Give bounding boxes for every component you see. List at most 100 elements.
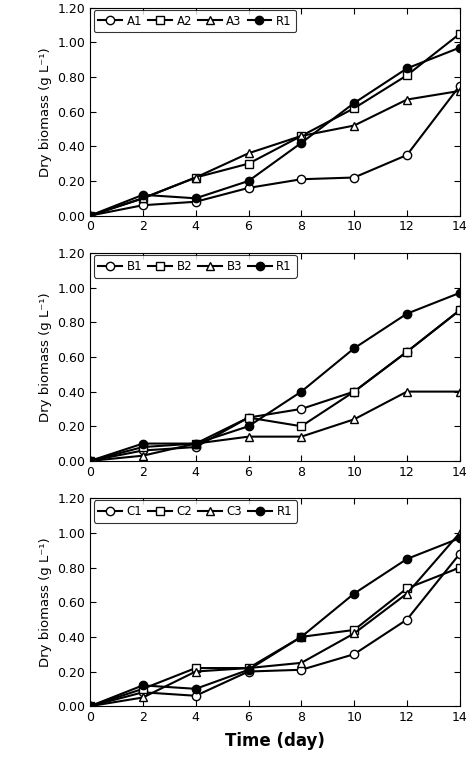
A3 bbox=[351, 121, 357, 130]
Line: R1: R1 bbox=[86, 534, 464, 710]
R1 bbox=[87, 456, 93, 466]
C2 bbox=[299, 632, 304, 642]
R1 bbox=[404, 554, 410, 563]
B3 bbox=[193, 439, 199, 449]
R1 bbox=[457, 288, 463, 297]
C1 bbox=[193, 691, 199, 701]
A3 bbox=[246, 148, 251, 158]
R1 bbox=[87, 702, 93, 711]
A1 bbox=[404, 151, 410, 160]
B1 bbox=[193, 442, 199, 452]
C3 bbox=[246, 663, 251, 673]
B2 bbox=[87, 456, 93, 466]
Line: C2: C2 bbox=[86, 563, 464, 710]
R1 bbox=[246, 176, 251, 185]
A1 bbox=[457, 81, 463, 90]
R1 bbox=[246, 665, 251, 674]
B3 bbox=[299, 432, 304, 442]
C1 bbox=[404, 615, 410, 624]
A2 bbox=[87, 211, 93, 220]
B1 bbox=[299, 404, 304, 414]
R1 bbox=[457, 533, 463, 542]
B1 bbox=[140, 446, 146, 456]
R1 bbox=[351, 589, 357, 598]
Legend: A1, A2, A3, R1: A1, A2, A3, R1 bbox=[94, 10, 296, 33]
A1 bbox=[246, 183, 251, 192]
A3 bbox=[299, 131, 304, 140]
B3 bbox=[404, 387, 410, 397]
A1 bbox=[351, 173, 357, 182]
Legend: C1, C2, C3, R1: C1, C2, C3, R1 bbox=[94, 501, 297, 523]
R1 bbox=[404, 309, 410, 318]
B2 bbox=[404, 347, 410, 356]
A2 bbox=[140, 194, 146, 203]
A3 bbox=[193, 173, 199, 182]
B3 bbox=[351, 414, 357, 424]
R1 bbox=[87, 211, 93, 220]
C3 bbox=[404, 589, 410, 598]
B2 bbox=[193, 439, 199, 449]
C3 bbox=[351, 629, 357, 638]
R1 bbox=[299, 632, 304, 642]
C1 bbox=[351, 650, 357, 659]
R1 bbox=[140, 681, 146, 690]
B2 bbox=[246, 413, 251, 422]
C2 bbox=[246, 663, 251, 673]
R1 bbox=[299, 138, 304, 147]
C1 bbox=[299, 665, 304, 674]
A1 bbox=[87, 211, 93, 220]
R1 bbox=[140, 190, 146, 199]
C2 bbox=[404, 584, 410, 593]
C3 bbox=[299, 658, 304, 667]
C1 bbox=[87, 702, 93, 711]
R1 bbox=[457, 43, 463, 52]
C2 bbox=[193, 663, 199, 673]
Legend: B1, B2, B3, R1: B1, B2, B3, R1 bbox=[94, 255, 297, 278]
Line: A3: A3 bbox=[86, 87, 464, 220]
B2 bbox=[351, 387, 357, 397]
R1 bbox=[193, 684, 199, 694]
B1 bbox=[404, 347, 410, 356]
B3 bbox=[87, 456, 93, 466]
B3 bbox=[457, 387, 463, 397]
R1 bbox=[193, 194, 199, 203]
B2 bbox=[140, 442, 146, 452]
A3 bbox=[140, 194, 146, 203]
R1 bbox=[351, 99, 357, 108]
B1 bbox=[87, 456, 93, 466]
Y-axis label: Dry biomass (g L⁻¹): Dry biomass (g L⁻¹) bbox=[39, 47, 52, 176]
B2 bbox=[299, 421, 304, 431]
Line: R1: R1 bbox=[86, 289, 464, 465]
C3 bbox=[193, 667, 199, 676]
A2 bbox=[299, 131, 304, 140]
A3 bbox=[457, 86, 463, 95]
A1 bbox=[140, 200, 146, 210]
A1 bbox=[299, 175, 304, 184]
B1 bbox=[246, 413, 251, 422]
B2 bbox=[457, 306, 463, 315]
Line: B1: B1 bbox=[86, 306, 464, 465]
A2 bbox=[246, 159, 251, 168]
C3 bbox=[457, 528, 463, 538]
A3 bbox=[87, 211, 93, 220]
Line: B2: B2 bbox=[86, 306, 464, 465]
R1 bbox=[299, 387, 304, 397]
A2 bbox=[351, 103, 357, 113]
C2 bbox=[457, 563, 463, 572]
R1 bbox=[351, 344, 357, 353]
B3 bbox=[140, 451, 146, 460]
Line: C1: C1 bbox=[86, 549, 464, 710]
Line: A2: A2 bbox=[86, 29, 464, 220]
A2 bbox=[457, 29, 463, 38]
C3 bbox=[87, 702, 93, 711]
R1 bbox=[140, 439, 146, 449]
C1 bbox=[140, 688, 146, 697]
B3 bbox=[246, 432, 251, 442]
C2 bbox=[87, 702, 93, 711]
Line: A1: A1 bbox=[86, 81, 464, 220]
A2 bbox=[193, 173, 199, 182]
Y-axis label: Dry biomass (g L⁻¹): Dry biomass (g L⁻¹) bbox=[39, 292, 52, 422]
C3 bbox=[140, 693, 146, 702]
Line: B3: B3 bbox=[86, 387, 464, 465]
A3 bbox=[404, 95, 410, 104]
